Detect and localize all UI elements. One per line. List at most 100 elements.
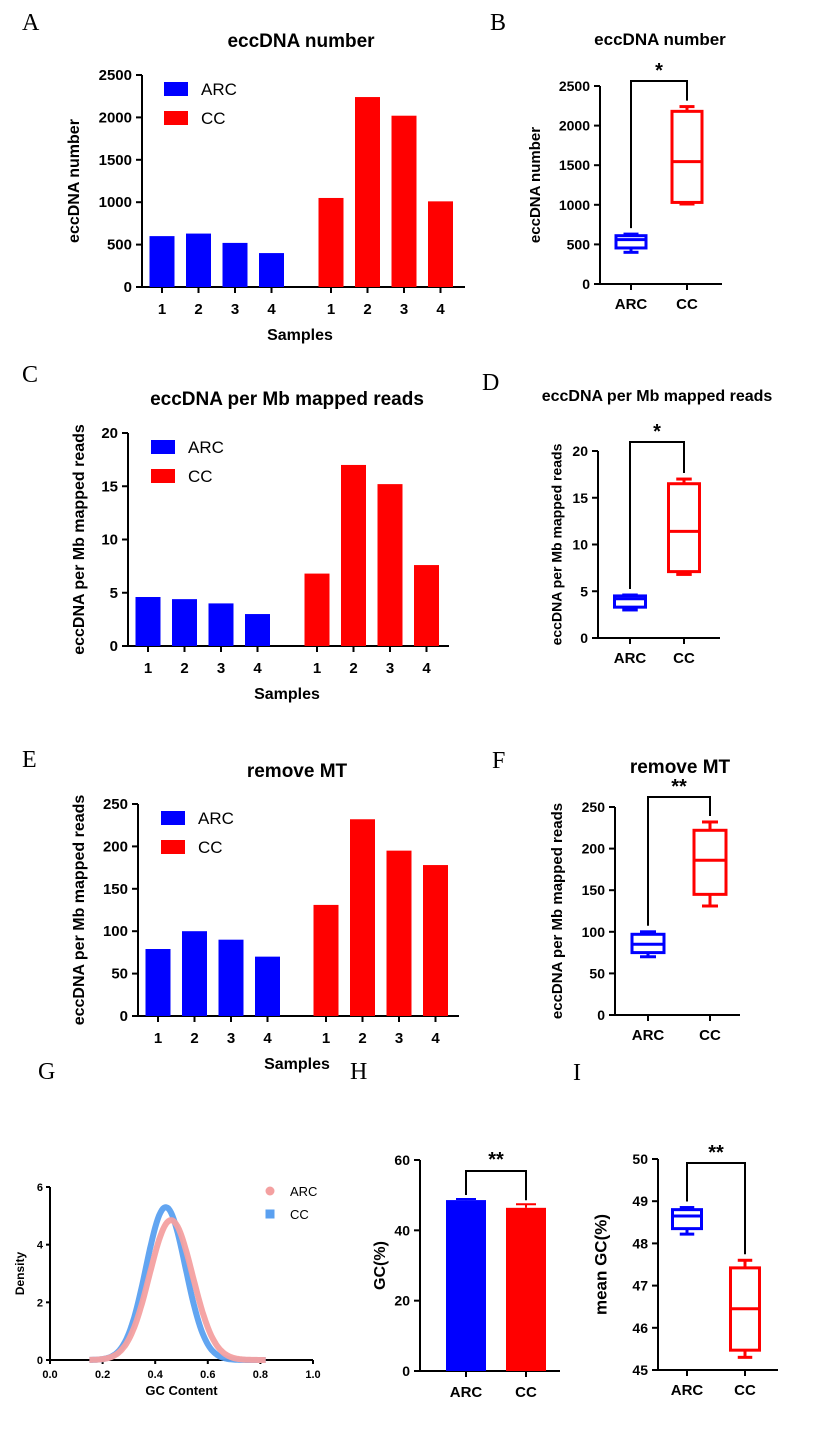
panel-e-ylabel: eccDNA per Mb mapped reads [71, 795, 88, 1026]
panel-e-y-tick-label: 250 [103, 796, 128, 813]
panel-a-legend-label-arc: ARC [201, 80, 237, 99]
panel-f-y-tick-label: 250 [582, 799, 606, 815]
panel-h-significance-bracket [465, 1170, 527, 1201]
panel-a-bar-arc-3 [222, 242, 248, 287]
panel-c-y-tick-label: 20 [101, 425, 118, 442]
panel-d-y-tick-label: 15 [572, 490, 588, 506]
panel-i-x-tick-label: ARC [671, 1382, 704, 1399]
panel-e-x-tick-label: 4 [431, 1030, 440, 1047]
panel-c-x-tick-label: 1 [144, 660, 152, 677]
panel-d-box-cc [667, 482, 701, 574]
panel-i-y-tick-label: 49 [632, 1193, 648, 1209]
panel-c-x-tick-label: 2 [349, 660, 357, 677]
panel-c-x-tick-label: 4 [422, 660, 431, 677]
panel-f-box-cc [692, 828, 728, 896]
panel-e-x-tick-label: 2 [358, 1030, 366, 1047]
panel-g-x-tick-label: 0.6 [200, 1369, 215, 1381]
panel-b-letter: B [490, 10, 506, 36]
panel-c-bar-arc-1 [135, 597, 161, 646]
panel-f-title: remove MT [630, 757, 731, 778]
panel-e-bar-arc-2 [182, 931, 207, 1016]
panel-a-letter: A [22, 10, 40, 36]
panel-b-ylabel: eccDNA number [527, 127, 544, 243]
panel-b-y-tick-label: 2000 [559, 118, 590, 134]
panel-c-bar-arc-4 [245, 614, 270, 646]
panel-c-x-tick-label: 3 [386, 660, 394, 677]
panel-e-x-tick-label: 3 [227, 1030, 235, 1047]
panel-c-x-tick-label: 4 [253, 660, 262, 677]
panel-g-x-tick-label: 0.0 [42, 1369, 57, 1381]
panel-e-y-tick-label: 100 [103, 923, 128, 940]
panel-i-significance-bracket [686, 1162, 746, 1255]
panel-f-ylabel: eccDNA per Mb mapped reads [549, 803, 566, 1019]
panel-i-y-tick-label: 45 [632, 1362, 648, 1378]
panel-g-y-tick-label: 4 [37, 1240, 44, 1252]
panel-a-y-tick-label: 0 [124, 279, 132, 296]
panel-a-bar-cc-2 [355, 97, 380, 287]
panel-c-bar-arc-2 [172, 599, 197, 646]
panel-b-y-tick-label: 0 [582, 276, 590, 292]
panel-c-bar-cc-2 [341, 464, 366, 646]
panel-g-ylabel: Density [13, 1252, 27, 1296]
panel-a-x-tick-label: 2 [363, 301, 371, 318]
panel-a-legend-label-cc: CC [201, 109, 226, 128]
panel-c-y-tick-label: 5 [110, 585, 118, 602]
panel-b-y-tick-label: 2500 [559, 78, 590, 94]
panel-g-y-tick-label: 2 [37, 1297, 43, 1309]
panel-c-letter: C [22, 362, 38, 388]
panel-d-y-tick-label: 0 [580, 630, 588, 646]
panel-f-y-tick-label: 50 [589, 965, 605, 981]
panel-e-legend-label-arc: ARC [198, 809, 234, 828]
panel-h-x-tick-label: CC [515, 1384, 537, 1401]
panel-i-ylabel: mean GC(%) [591, 1214, 610, 1315]
panel-c-y-tick-label: 10 [101, 532, 118, 549]
panel-e-bar-arc-1 [145, 949, 171, 1016]
panel-f-x-tick-label: CC [699, 1027, 721, 1044]
panel-e-bar-arc-4 [255, 956, 280, 1016]
panel-i-y-tick-label: 48 [632, 1235, 648, 1251]
panel-g-xlabel: GC Content [145, 1383, 218, 1398]
panel-f-x-tick-label: ARC [632, 1027, 665, 1044]
panel-f-letter: F [492, 748, 505, 774]
panel-a-y-tick-label: 2500 [99, 67, 132, 84]
panel-f-significance-bracket [647, 796, 711, 926]
panel-d-x-tick-label: ARC [614, 650, 647, 667]
panel-g-x-tick-label: 0.2 [95, 1369, 110, 1381]
panel-f-y-tick-label: 150 [582, 882, 606, 898]
panel-c-y-tick-label: 0 [110, 638, 118, 655]
panel-d-y-tick-label: 5 [580, 583, 588, 599]
panel-i-y-tick-label: 47 [632, 1278, 648, 1294]
panel-c-x-tick-label: 2 [180, 660, 188, 677]
panel-a-x-tick-label: 2 [194, 301, 202, 318]
panel-a-x-tick-label: 3 [400, 301, 408, 318]
panel-a-bar-cc-3 [391, 115, 417, 287]
panel-e-y-tick-label: 0 [120, 1008, 128, 1025]
panel-d-x-tick-label: CC [673, 650, 695, 667]
panel-i-significance-label: ** [708, 1142, 724, 1164]
panel-e-bar-cc-1 [313, 904, 339, 1016]
panel-d-letter: D [482, 370, 499, 396]
panel-g-legend-marker-arc [265, 1186, 275, 1196]
panel-a-y-tick-label: 2000 [99, 109, 132, 126]
panel-c-y-tick-label: 15 [101, 478, 118, 495]
panel-a-bar-arc-2 [186, 233, 211, 287]
panel-c-legend-label-cc: CC [188, 467, 213, 486]
panel-g-y-tick-label: 0 [37, 1355, 43, 1367]
panel-a-x-tick-label: 3 [231, 301, 239, 318]
panel-c-x-tick-label: 3 [217, 660, 225, 677]
panel-e-x-tick-label: 1 [154, 1030, 162, 1047]
panel-a-xlabel: Samples [267, 327, 333, 344]
panel-d-significance-label: * [653, 421, 661, 443]
panel-c-title: eccDNA per Mb mapped reads [150, 389, 424, 410]
panel-c-legend-swatch-cc [151, 469, 175, 483]
panel-e-legend-swatch-cc [161, 840, 185, 854]
panel-d-box-arc [613, 594, 647, 609]
panel-e-bar-cc-2 [350, 819, 375, 1016]
panel-b-y-tick-label: 500 [567, 236, 591, 252]
panel-b-significance-bracket [630, 80, 688, 229]
panel-e-letter: E [22, 747, 37, 773]
panel-i-x-tick-label: CC [734, 1382, 756, 1399]
panel-e-y-tick-label: 200 [103, 838, 128, 855]
panel-h-x-tick-label: ARC [450, 1384, 483, 1401]
